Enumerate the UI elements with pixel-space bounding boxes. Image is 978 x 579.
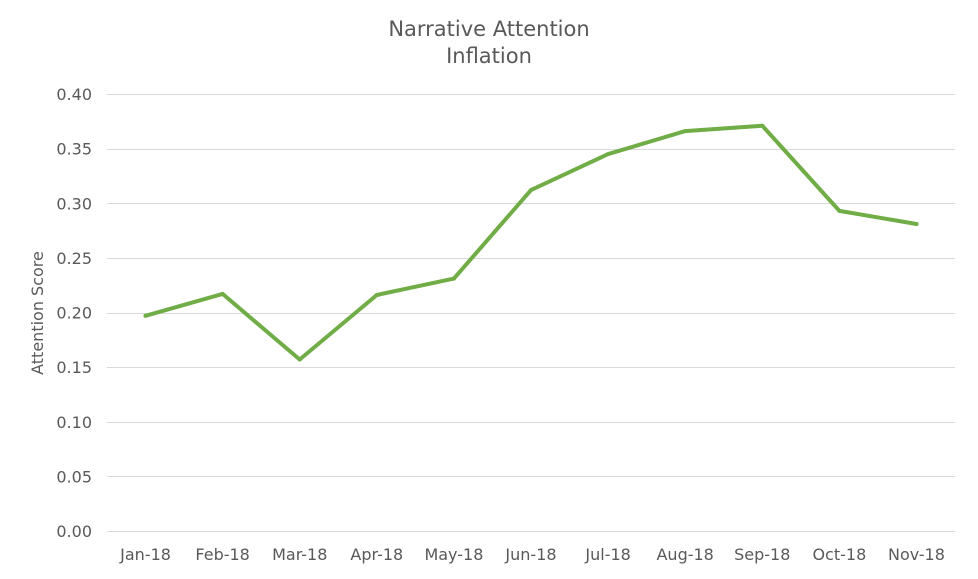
y-axis-title: Attention Score	[28, 251, 47, 375]
data-point	[297, 357, 302, 362]
y-tick-label: 0.00	[56, 522, 92, 541]
data-point	[606, 152, 611, 157]
data-point	[374, 293, 379, 297]
x-tick-label: Nov-18	[888, 545, 945, 564]
series	[143, 123, 919, 362]
data-point	[529, 188, 533, 193]
y-tick-label: 0.30	[56, 194, 92, 213]
x-axis-tick-labels: Jan-18 Feb-18 Mar-18 Apr-18 May-18 Jun-18 Jul-…	[119, 545, 945, 564]
data-point	[683, 129, 688, 134]
y-tick-label: 0.10	[56, 413, 92, 432]
y-axis-tick-labels: 0.00 0.05 0.10 0.15 0.20 0.25 0.30 0.35 0.40	[56, 85, 92, 541]
y-tick-label: 0.20	[56, 304, 92, 323]
x-tick-label: May-18	[424, 545, 483, 564]
data-point	[451, 276, 456, 281]
data-point	[914, 222, 919, 226]
x-tick-label: Sep-18	[734, 545, 790, 564]
data-point	[220, 291, 225, 296]
x-tick-label: Feb-18	[195, 545, 249, 564]
chart-title-line-2: Inflation	[446, 44, 532, 68]
gridlines	[107, 94, 955, 532]
x-tick-label: Oct-18	[812, 545, 866, 564]
x-tick-label: Jul-18	[584, 545, 630, 564]
x-tick-label: Mar-18	[272, 545, 327, 564]
series-line	[143, 123, 919, 362]
chart-title: Narrative Attention Inflation	[388, 17, 589, 68]
y-tick-label: 0.35	[56, 140, 92, 159]
y-tick-label: 0.05	[56, 467, 92, 486]
x-tick-label: Aug-18	[656, 545, 713, 564]
data-point	[143, 313, 148, 318]
x-tick-label: Apr-18	[350, 545, 403, 564]
y-tick-label: 0.40	[56, 85, 92, 104]
x-tick-label: Jan-18	[119, 545, 171, 564]
data-point	[760, 123, 765, 128]
y-tick-label: 0.25	[56, 249, 92, 268]
x-tick-label: Jun-18	[504, 545, 556, 564]
y-tick-label: 0.15	[56, 358, 92, 377]
chart-title-line-1: Narrative Attention	[388, 17, 589, 41]
data-point	[837, 208, 842, 213]
